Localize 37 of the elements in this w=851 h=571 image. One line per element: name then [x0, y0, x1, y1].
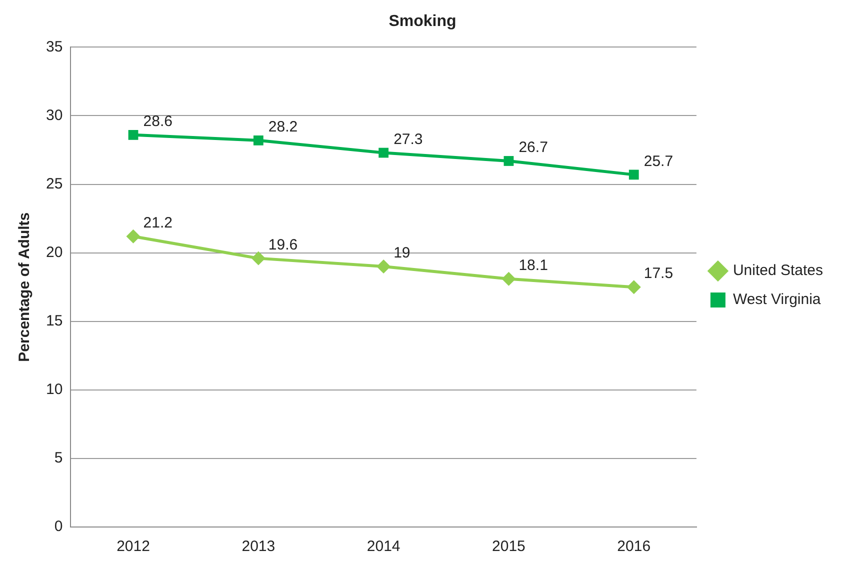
chart-title: Smoking	[388, 13, 456, 30]
y-tick-label: 5	[54, 450, 63, 467]
point	[376, 260, 391, 274]
point	[126, 229, 140, 244]
point	[626, 280, 641, 294]
point	[378, 148, 389, 158]
data-label: 28.6	[143, 113, 172, 130]
y-tick-label: 20	[46, 244, 63, 261]
data-label: 27.3	[394, 130, 423, 148]
y-tick-label: 10	[46, 381, 63, 398]
y-tick-label: 0	[54, 518, 63, 536]
x-tick-label: 2016	[617, 538, 651, 556]
legend-label: West Virginia	[732, 291, 822, 308]
point	[251, 251, 266, 266]
x-tick-label: 2012	[116, 538, 150, 556]
point	[502, 272, 516, 286]
data-label: 28.2	[268, 118, 298, 136]
y-tick-label: 30	[46, 106, 63, 124]
y-axis-title: Percentage of Adults	[16, 212, 34, 362]
x-tick-label: 2015	[492, 538, 526, 556]
data-label: 26.7	[518, 139, 548, 156]
data-label: 17.5	[644, 265, 674, 282]
y-tick-label: 25	[46, 175, 63, 192]
data-label: 21.2	[143, 214, 172, 232]
point	[253, 135, 264, 146]
x-tick-label: 2014	[366, 538, 400, 556]
point	[504, 156, 514, 166]
y-tick-label: 15	[46, 312, 63, 330]
point	[128, 130, 138, 140]
y-tick-label: 35	[46, 38, 63, 56]
data-label: 19	[394, 244, 410, 262]
data-label: 18.1	[518, 257, 548, 274]
point	[628, 170, 639, 180]
legend-label: United States	[732, 262, 824, 280]
data-label: 25.7	[644, 152, 674, 170]
data-label: 19.6	[268, 236, 298, 254]
x-tick-label: 2013	[242, 538, 276, 556]
